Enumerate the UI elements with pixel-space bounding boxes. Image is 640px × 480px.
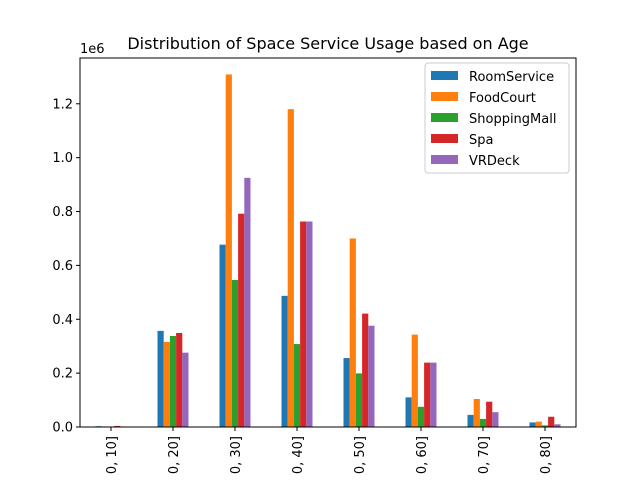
legend-swatch-foodcourt — [431, 92, 458, 101]
bar-roomservice-6 — [467, 414, 474, 427]
bar-roomservice-5 — [405, 397, 412, 427]
bar-shoppingmall-1 — [169, 335, 177, 427]
bar-vrdeck-7 — [554, 424, 561, 427]
legend-label-foodcourt: FoodCourt — [469, 91, 536, 106]
bar-roomservice-1 — [157, 330, 164, 427]
bar-vrdeck-4 — [368, 325, 375, 427]
bar-spa-6 — [486, 401, 493, 427]
bar-spa-7 — [548, 416, 555, 427]
x-tick-label: 0, 40] — [291, 436, 306, 474]
bar-spa-5 — [424, 362, 431, 427]
x-tick-label: 0, 10] — [105, 436, 120, 474]
bar-vrdeck-1 — [182, 352, 189, 427]
bar-shoppingmall-3 — [293, 344, 301, 427]
x-tick-label: 0, 70] — [477, 436, 492, 474]
bar-foodcourt-7 — [535, 421, 542, 427]
x-axis: 0, 10] 0, 20] 0, 30] 0, 40] 0, 50] 0, 60] 0, 7… — [105, 427, 554, 474]
y-tick-label: 0.6 — [52, 259, 73, 274]
bar-spa-0 — [114, 425, 121, 427]
x-tick-label: 0, 30] — [229, 436, 244, 474]
bar-roomservice-4 — [343, 358, 350, 427]
y-tick-label: 1.0 — [52, 151, 73, 166]
bar-vrdeck-3 — [306, 221, 313, 427]
x-tick-label: 0, 50] — [353, 436, 368, 474]
bar-foodcourt-1 — [163, 341, 170, 427]
bar-vrdeck-6 — [492, 412, 499, 427]
x-tick-label: 0, 20] — [167, 436, 182, 474]
legend-swatch-vrdeck — [431, 155, 458, 164]
y-offset-label: 1e6 — [80, 42, 105, 57]
bar-foodcourt-4 — [349, 238, 356, 427]
bar-vrdeck-5 — [430, 362, 437, 427]
bar-spa-1 — [176, 332, 183, 427]
bar-foodcourt-3 — [287, 109, 294, 428]
legend-label-spa: Spa — [469, 133, 493, 148]
bar-shoppingmall-6 — [479, 418, 487, 427]
y-tick-label: 0.2 — [52, 367, 73, 382]
bar-spa-4 — [362, 313, 369, 427]
y-axis: 0.0 0.2 0.4 0.6 0.8 1.0 1.2 — [52, 97, 80, 436]
legend-label-roomservice: RoomService — [469, 70, 554, 85]
chart-title: Distribution of Space Service Usage base… — [127, 34, 528, 53]
bar-foodcourt-5 — [411, 334, 418, 427]
legend: RoomService FoodCourt ShoppingMall Spa VRDec… — [424, 62, 570, 174]
plot-frame — [79, 57, 577, 428]
legend-swatch-roomservice — [431, 71, 458, 80]
bar-spa-3 — [300, 221, 307, 427]
bar-spa-2 — [238, 213, 245, 427]
bar-shoppingmall-7 — [541, 425, 549, 427]
bar-foodcourt-2 — [225, 74, 232, 427]
bar-shoppingmall-4 — [355, 373, 363, 427]
y-tick-label: 1.2 — [52, 97, 73, 112]
legend-swatch-shoppingmall — [431, 113, 458, 122]
bar-roomservice-2 — [219, 244, 226, 427]
legend-swatch-spa — [431, 134, 458, 143]
legend-label-vrdeck: VRDeck — [469, 154, 520, 169]
bar-roomservice-3 — [281, 295, 288, 427]
bar-shoppingmall-2 — [231, 279, 239, 427]
bars-group — [95, 74, 561, 428]
bar-vrdeck-2 — [244, 177, 251, 427]
bar-foodcourt-6 — [473, 398, 480, 427]
legend-label-shoppingmall: ShoppingMall — [469, 112, 556, 127]
legend-box — [424, 62, 570, 174]
y-tick-label: 0.0 — [52, 421, 73, 436]
bar-shoppingmall-5 — [417, 406, 425, 427]
y-tick-label: 0.8 — [52, 205, 73, 220]
y-tick-label: 0.4 — [52, 313, 73, 328]
x-tick-label: 0, 60] — [415, 436, 430, 474]
x-tick-label: 0, 80] — [539, 436, 554, 474]
bar-roomservice-7 — [529, 422, 536, 427]
